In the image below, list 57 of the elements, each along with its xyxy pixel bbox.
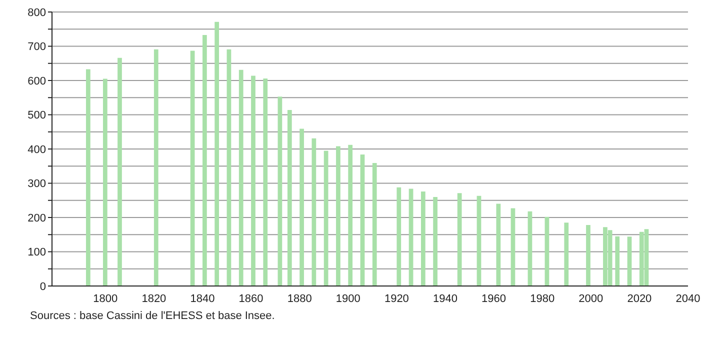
x-tick-label: 1920 [384,292,409,305]
bar [510,208,516,286]
y-tick-label: 200 [28,212,46,224]
bar [372,163,377,286]
x-tick-label: 1820 [142,292,166,305]
bar [238,70,244,286]
y-tick-label: 800 [28,6,46,19]
x-tick-label: 2020 [627,292,652,305]
bar [102,78,108,286]
y-tick-label: 700 [28,41,46,54]
bar [312,138,316,286]
bar [496,204,501,286]
bar [433,196,438,286]
x-tick-label: 1840 [190,292,215,305]
bar [408,188,414,286]
bar [324,150,328,286]
bar [300,128,304,286]
bar [627,236,632,286]
y-tick-label: 300 [28,178,46,190]
bar [420,191,426,286]
y-tick-label: 500 [28,110,46,122]
x-tick-label: 1940 [433,292,458,305]
bar [544,216,550,286]
bar [118,58,122,286]
bar [476,196,482,286]
bar [396,187,402,286]
bar [287,110,292,286]
bar [586,225,590,286]
x-tick-label: 1960 [482,292,506,305]
x-tick-label: 1800 [93,292,118,305]
bar [251,76,256,286]
bar [528,211,532,286]
bar [336,146,340,286]
bar [214,22,220,286]
source-note: Sources : base Cassini de l'EHESS et base Insee. [30,310,275,322]
y-tick-label: 100 [28,246,46,259]
bar [263,78,268,286]
bar [86,69,90,286]
y-tick-label: 400 [28,144,46,156]
bar [226,49,232,286]
x-tick-label: 1880 [287,292,312,305]
bar [360,154,365,286]
x-tick-label: 1860 [238,292,264,305]
x-tick-label: 2000 [578,292,604,305]
y-tick-label: 0 [40,280,46,293]
x-tick-label: 1980 [530,292,555,305]
x-tick-label: 1900 [336,292,360,305]
y-tick-label: 600 [28,75,46,88]
bar [615,236,620,286]
bar [190,50,195,286]
bar [154,49,158,286]
bar [278,96,282,286]
bar [348,144,353,286]
bar [457,193,462,286]
x-tick-label: 2040 [676,292,700,305]
bar [564,222,569,286]
bar [202,34,207,286]
